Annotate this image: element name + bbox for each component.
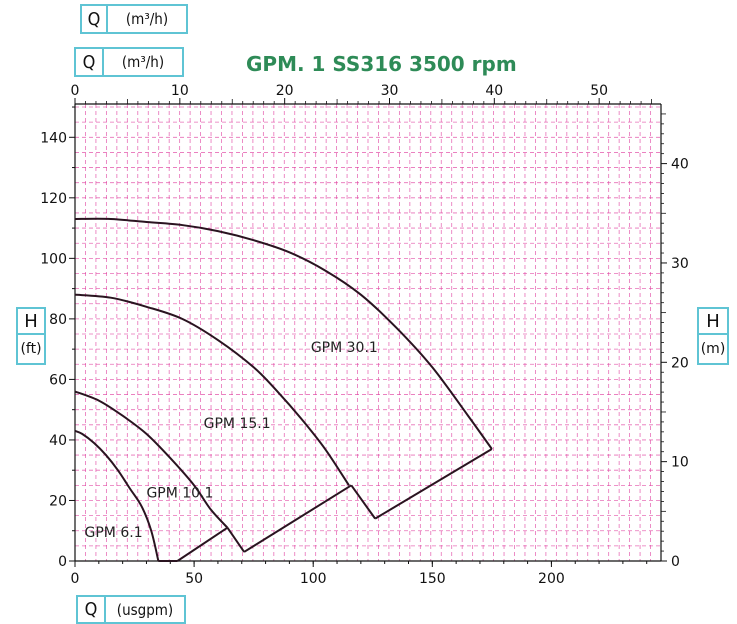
pump-curve-gpm-6-1 [74, 429, 160, 562]
boundary-line [226, 527, 245, 553]
curve-label: GPM 10.1 [146, 485, 213, 501]
q-symbol: Q [82, 6, 108, 32]
y-tick-label: 140 [40, 130, 67, 146]
pump-curve-gpm-10-1 [74, 390, 229, 529]
pump-curve-gpm-15-1 [74, 293, 350, 486]
y-tick-label: 20 [49, 493, 67, 509]
q-m3h-box-2: Q (m³/h) [74, 47, 184, 77]
q-unit: (m³/h) [125, 10, 169, 28]
x-tick-label: 50 [185, 571, 203, 587]
right-tick-label: 20 [671, 355, 689, 371]
x-tick-label: 0 [71, 571, 80, 587]
right-tick-label: 0 [671, 554, 680, 570]
x-tick-label: 200 [538, 571, 565, 587]
top-tick-label: 10 [171, 83, 189, 99]
h-unit: (ft) [20, 341, 42, 357]
q-symbol: Q [76, 49, 104, 75]
y-tick-label: 80 [49, 312, 67, 328]
boundary-line [374, 448, 493, 520]
right-tick-label: 40 [671, 157, 689, 173]
h-m-box: H (m) [697, 307, 729, 365]
curve-label: GPM 6.1 [85, 525, 143, 541]
right-tick-label: 10 [671, 455, 689, 471]
x-tick-label: 100 [300, 571, 327, 587]
y-tick-label: 120 [40, 191, 67, 207]
pump-curve-gpm-30-1 [74, 217, 493, 450]
top-tick-label: 30 [381, 83, 399, 99]
q-symbol: Q [78, 597, 106, 622]
h-ft-box: H (ft) [16, 307, 46, 365]
q-unit: (m³/h) [121, 53, 165, 71]
curve-label: GPM 15.1 [204, 416, 271, 432]
top-tick-label: 0 [71, 83, 80, 99]
h-unit: (m) [700, 341, 726, 357]
y-tick-label: 100 [40, 251, 67, 267]
x-tick-label: 150 [419, 571, 446, 587]
boundary-line [243, 484, 352, 553]
y-tick-label: 40 [49, 433, 67, 449]
h-symbol: H [699, 309, 727, 335]
right-tick-label: 30 [671, 256, 689, 272]
boundary-line [176, 526, 229, 562]
q-m3h-box-1: Q (m³/h) [80, 4, 188, 34]
h-symbol: H [18, 309, 44, 335]
q-unit: (usgpm) [116, 600, 174, 619]
chart-title: GPM. 1 SS316 3500 rpm [246, 52, 517, 76]
y-tick-label: 60 [49, 372, 67, 388]
y-tick-label: 0 [58, 554, 67, 570]
top-tick-label: 40 [485, 83, 503, 99]
boundary-line [350, 484, 376, 520]
top-tick-label: 20 [276, 83, 294, 99]
curve-label: GPM 30.1 [311, 340, 378, 356]
top-tick-label: 50 [590, 83, 608, 99]
